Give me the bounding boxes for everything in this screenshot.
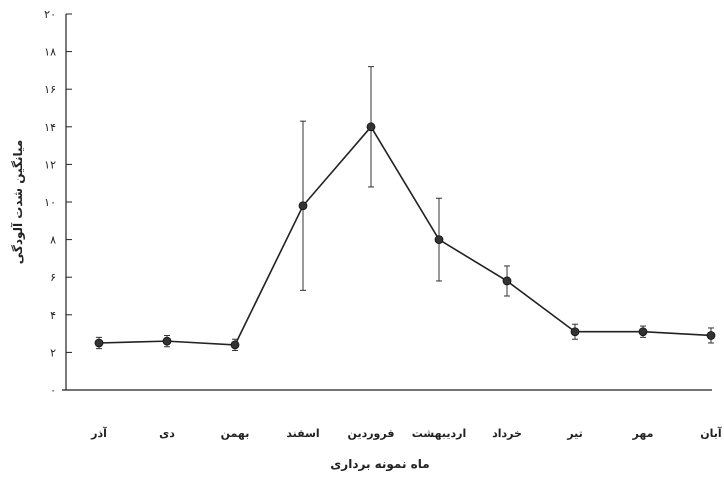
x-tick-label: اردیبهشت (412, 427, 466, 440)
y-tick-label: ۰ (50, 384, 56, 397)
x-tick-label: دی (159, 427, 175, 440)
data-point (162, 336, 172, 346)
data-point (366, 122, 376, 132)
y-tick-label: ۱۲ (44, 158, 56, 171)
x-tick-label: اسفند (286, 427, 319, 440)
error-bars (96, 66, 714, 352)
data-points (94, 122, 716, 350)
y-tick-label: ۶ (50, 271, 56, 284)
y-tick-label: ۱۰ (44, 196, 56, 209)
data-point (94, 338, 104, 348)
y-tick-label: ۲ (50, 346, 56, 359)
y-axis-title: میانگین شدت آلودگی (10, 140, 26, 265)
x-tick-labels: آذر دی بهمن اسفند فروردین اردیبهشت خرداد تیر مهر… (90, 426, 722, 440)
data-point (230, 340, 240, 350)
x-tick-label: فروردین (348, 427, 395, 440)
x-tick-label: مهر (632, 427, 654, 440)
y-tick-label: ۲۰ (44, 8, 56, 21)
y-tick-label: ۱۴ (44, 121, 56, 134)
x-tick-label: آبان (700, 426, 722, 440)
x-tick-label: آذر (90, 426, 107, 440)
y-tick-label: ۴ (50, 309, 56, 322)
y-tick-label: ۸ (50, 234, 56, 247)
data-point (434, 235, 444, 245)
y-tick-label: ۱۸ (44, 46, 56, 59)
x-tick-label: تیر (566, 427, 582, 440)
series-line (98, 125, 712, 346)
data-point (570, 327, 580, 337)
data-point (298, 201, 308, 211)
data-point (706, 331, 716, 340)
x-tick-label: بهمن (221, 427, 250, 440)
y-tick-label: ۱۶ (44, 83, 56, 96)
x-tick-label: خرداد (492, 427, 522, 440)
data-point (638, 327, 648, 337)
y-ticks: ۰ ۲ ۴ ۶ ۸ ۱۰ ۱۲ ۱۴ ۱۶ ۱۸ ۲۰ (44, 8, 72, 397)
data-point (502, 276, 512, 286)
x-axis-title: ماه نمونه برداری (330, 457, 429, 472)
